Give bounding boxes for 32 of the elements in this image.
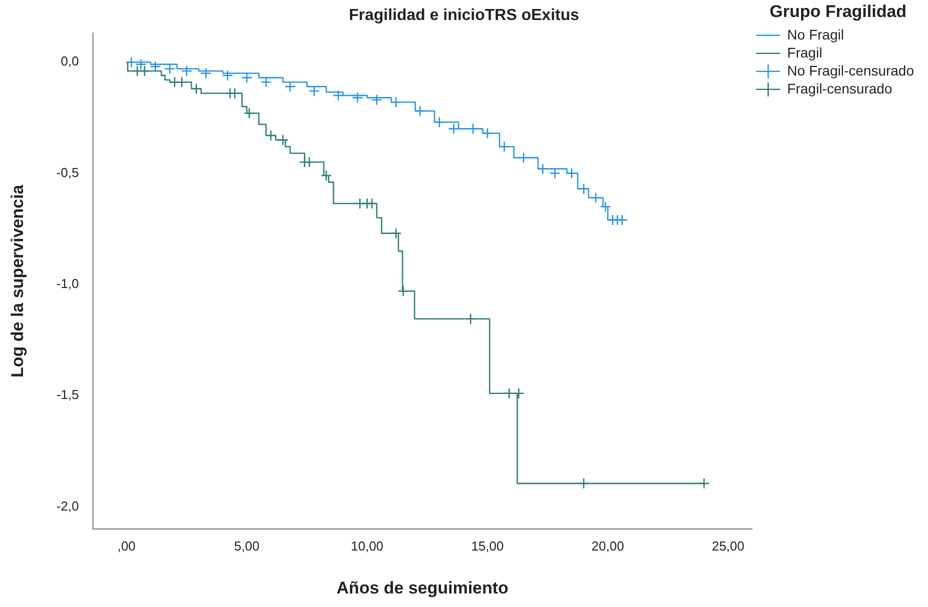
point	[135, 58, 147, 70]
x-tick-label: 5,00	[234, 538, 260, 554]
point	[332, 90, 344, 102]
x-tick-label: 25,00	[712, 538, 744, 554]
y-tick-label: -0,5	[56, 164, 79, 180]
y-tick-label: -1,0	[56, 276, 79, 292]
point	[200, 68, 212, 79]
legend-label: No Fragil	[787, 26, 844, 42]
point	[448, 123, 460, 134]
legend-title: Grupo Fragilidad	[770, 2, 907, 22]
point	[241, 72, 252, 84]
point	[352, 92, 364, 104]
y-tick-label: -2,0	[56, 498, 79, 514]
point	[371, 94, 382, 106]
point	[181, 65, 192, 77]
chart-title: Fragilidad e inicioTRS oExitus	[348, 7, 580, 24]
point	[164, 63, 176, 74]
x-axis-title: Años de seguimiento	[336, 578, 508, 598]
point	[600, 200, 612, 212]
legend-label: Fragil	[787, 44, 822, 60]
point	[320, 170, 332, 182]
x-tick-label: 15,00	[471, 538, 504, 554]
x-tick-label: 20,00	[592, 538, 624, 554]
x-tick-label: ,00	[117, 538, 136, 554]
y-tick-label: -1,5	[56, 387, 79, 402]
y-axis-title: Log de la supervivencia	[8, 184, 27, 378]
point	[549, 168, 560, 179]
x-tick-label: 10,00	[350, 538, 384, 554]
legend-label: No Fragil-censurado	[787, 62, 914, 78]
y-tick-label: 0,0	[60, 54, 79, 69]
legend-label: Fragil-censurado	[787, 80, 892, 96]
point	[222, 70, 234, 82]
